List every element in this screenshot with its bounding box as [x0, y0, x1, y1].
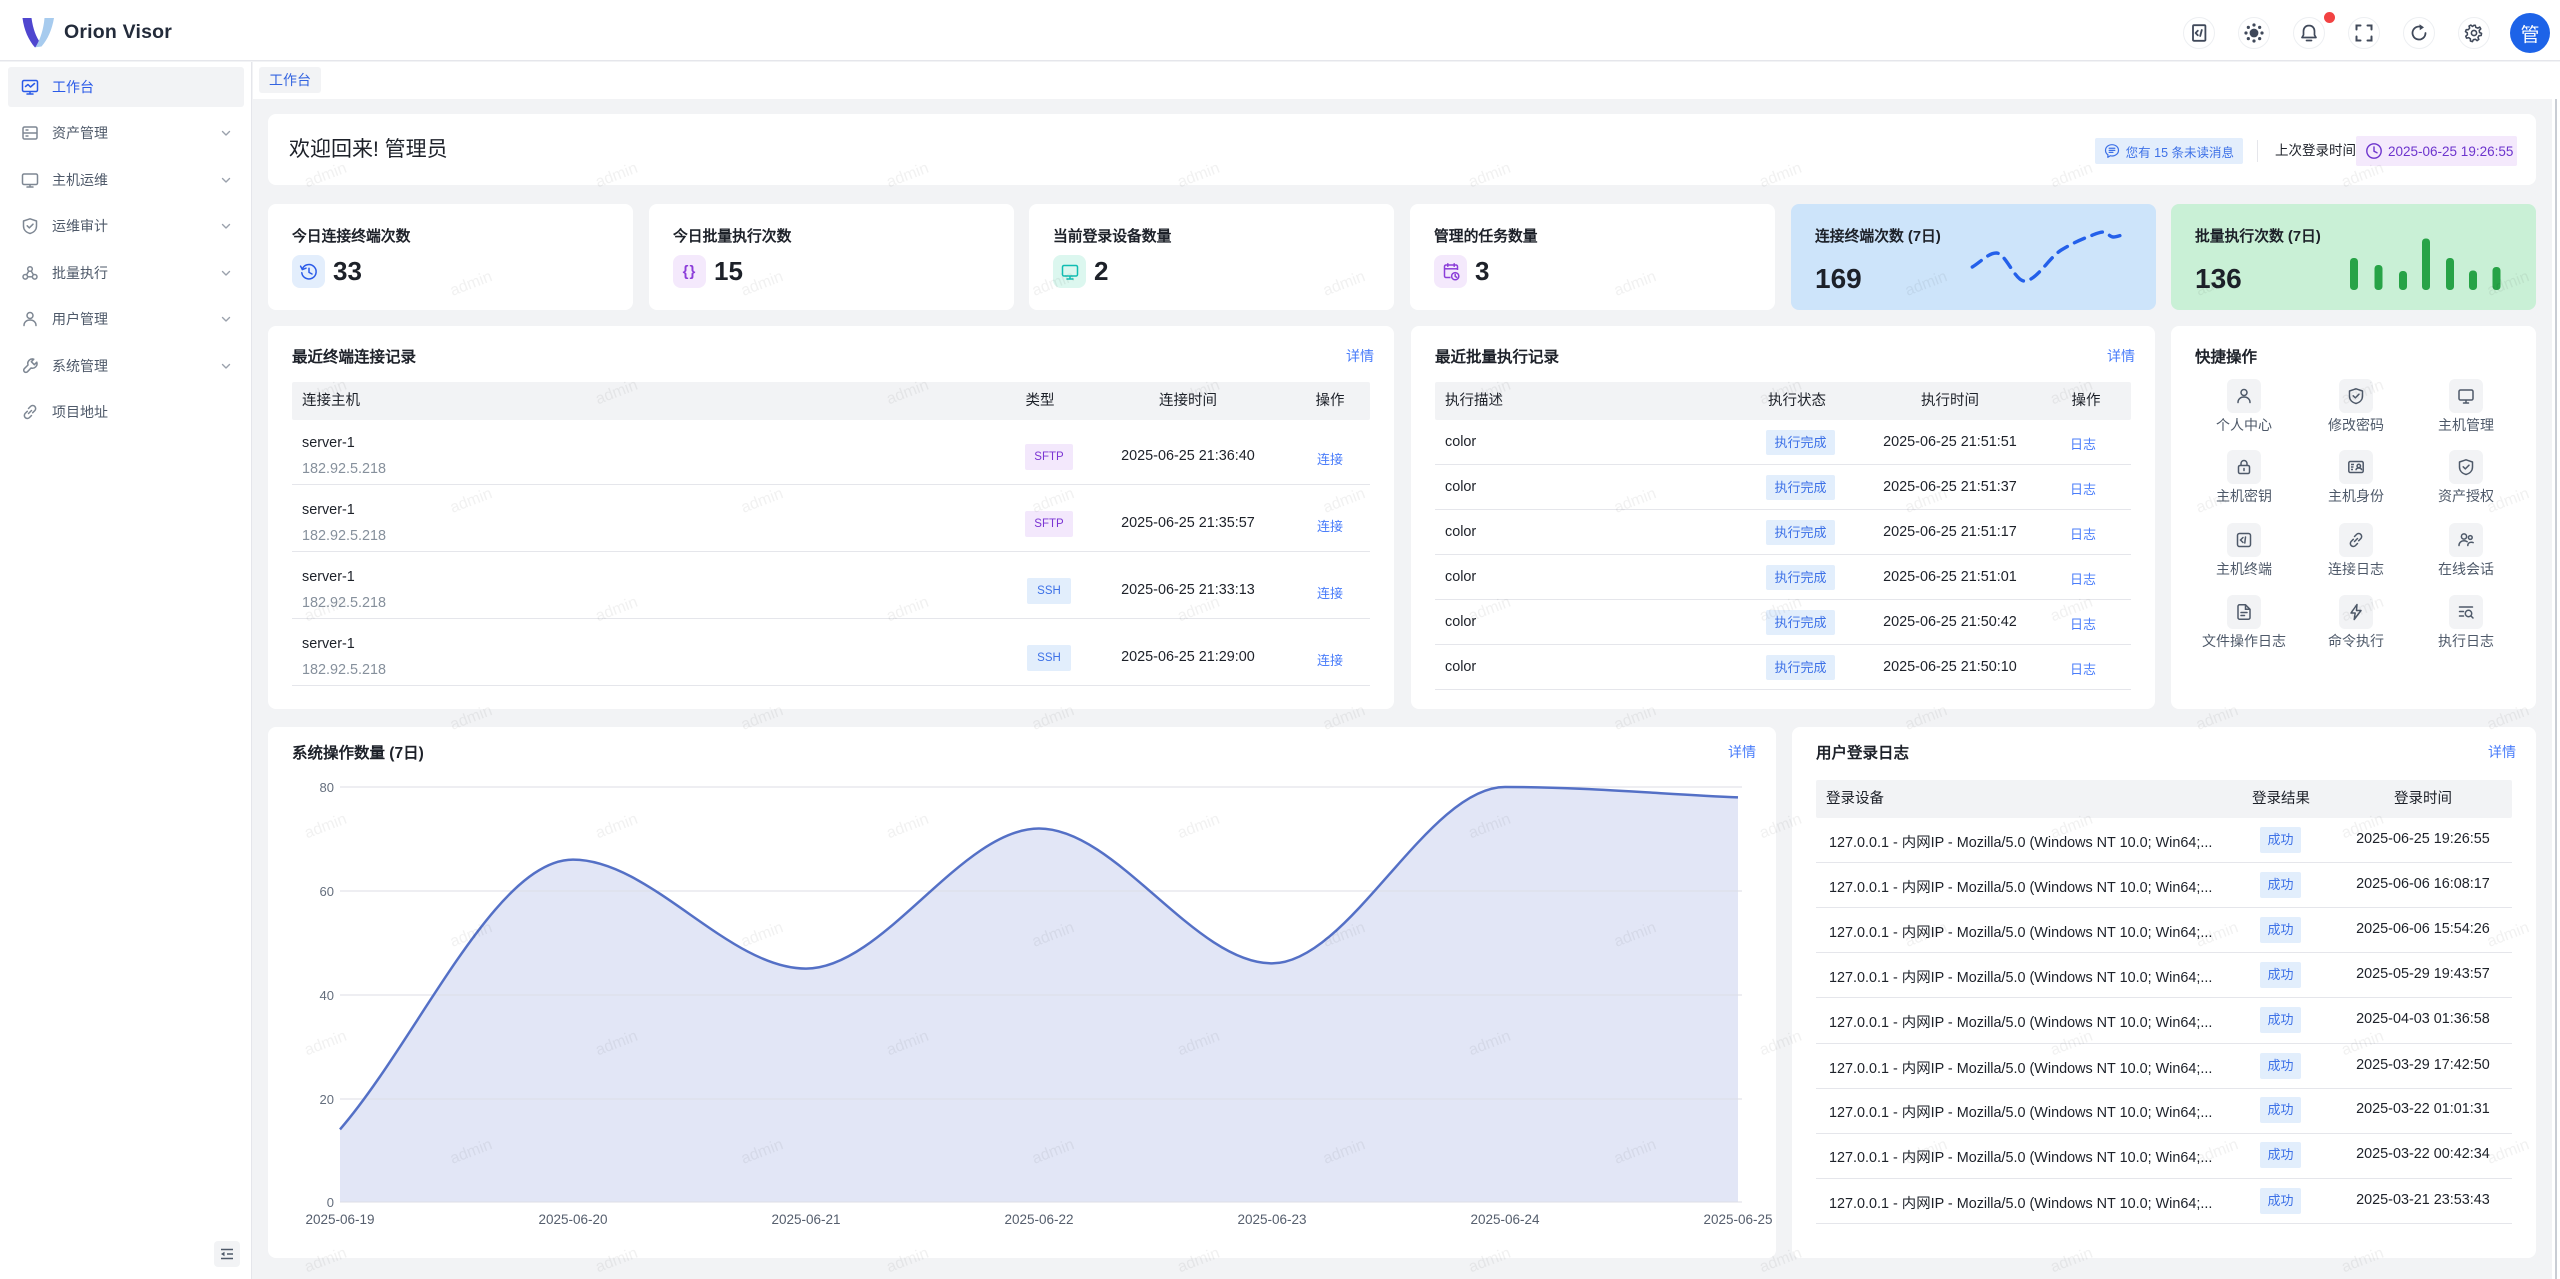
svg-text:2025-06-23: 2025-06-23 — [1237, 1212, 1306, 1227]
svg-text:2025-06-19: 2025-06-19 — [305, 1212, 374, 1227]
svg-text:0: 0 — [327, 1195, 334, 1210]
svg-text:2025-06-20: 2025-06-20 — [538, 1212, 607, 1227]
svg-text:40: 40 — [320, 988, 334, 1003]
svg-text:80: 80 — [320, 780, 334, 795]
svg-text:20: 20 — [320, 1092, 334, 1107]
svg-text:2025-06-25: 2025-06-25 — [1703, 1212, 1772, 1227]
svg-text:60: 60 — [320, 884, 334, 899]
svg-text:2025-06-21: 2025-06-21 — [771, 1212, 840, 1227]
svg-text:2025-06-24: 2025-06-24 — [1470, 1212, 1540, 1227]
svg-text:2025-06-22: 2025-06-22 — [1004, 1212, 1073, 1227]
